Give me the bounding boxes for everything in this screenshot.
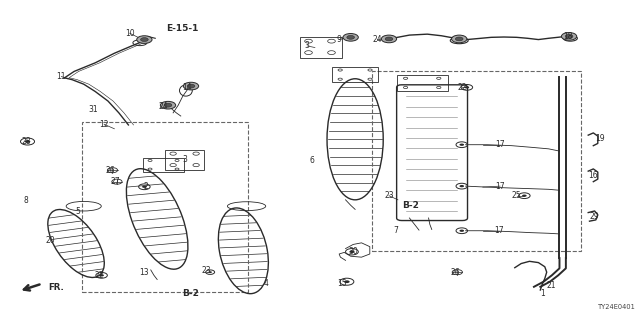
Circle shape xyxy=(141,38,148,42)
Text: TY24E0401: TY24E0401 xyxy=(598,304,636,310)
Text: 9: 9 xyxy=(337,35,342,44)
Text: 29: 29 xyxy=(590,212,600,221)
Text: 19: 19 xyxy=(595,134,605,143)
Circle shape xyxy=(452,35,467,43)
Text: B-2: B-2 xyxy=(182,289,200,298)
Circle shape xyxy=(343,34,358,41)
Text: 25: 25 xyxy=(512,191,522,200)
Text: 3: 3 xyxy=(182,155,187,164)
Text: 10: 10 xyxy=(125,29,134,38)
Circle shape xyxy=(209,271,212,273)
Circle shape xyxy=(460,229,464,232)
Text: 2: 2 xyxy=(144,182,148,191)
Text: 5: 5 xyxy=(75,207,80,216)
Bar xyxy=(332,67,378,82)
Text: 26: 26 xyxy=(451,268,460,277)
Text: 30: 30 xyxy=(348,247,358,256)
Text: 3: 3 xyxy=(305,41,310,51)
Text: 4: 4 xyxy=(263,279,268,288)
Bar xyxy=(143,158,184,172)
Text: 18: 18 xyxy=(563,32,573,41)
Text: 26: 26 xyxy=(106,166,115,175)
Text: 16: 16 xyxy=(589,171,598,180)
Text: 22: 22 xyxy=(95,271,104,280)
Text: 17: 17 xyxy=(494,226,504,235)
Text: FR.: FR. xyxy=(49,283,65,292)
Circle shape xyxy=(385,37,393,41)
Text: 27: 27 xyxy=(111,177,120,186)
Text: 22: 22 xyxy=(457,83,467,92)
Text: 7: 7 xyxy=(393,226,398,235)
Circle shape xyxy=(381,35,397,43)
Circle shape xyxy=(164,103,172,107)
Text: 14: 14 xyxy=(182,83,192,92)
Text: 12: 12 xyxy=(99,120,109,129)
Text: 15: 15 xyxy=(337,279,347,288)
Text: 1: 1 xyxy=(540,289,545,298)
Bar xyxy=(83,123,248,292)
Text: 23: 23 xyxy=(384,191,394,200)
Text: 6: 6 xyxy=(310,156,315,165)
Text: 17: 17 xyxy=(495,182,505,191)
Circle shape xyxy=(137,36,152,44)
Text: 24: 24 xyxy=(372,35,382,44)
Circle shape xyxy=(456,37,463,41)
Text: 20: 20 xyxy=(45,236,55,245)
Text: B-2: B-2 xyxy=(403,201,419,210)
Text: 23: 23 xyxy=(202,266,211,276)
Bar xyxy=(372,71,580,251)
Circle shape xyxy=(460,144,464,146)
Text: E-15-1: E-15-1 xyxy=(166,24,199,33)
Circle shape xyxy=(99,274,104,276)
Circle shape xyxy=(25,140,30,143)
Circle shape xyxy=(465,86,469,89)
Bar xyxy=(397,75,448,91)
Circle shape xyxy=(522,195,527,197)
Circle shape xyxy=(347,36,355,39)
Circle shape xyxy=(183,82,198,90)
Text: 28: 28 xyxy=(22,137,31,146)
Text: 8: 8 xyxy=(24,196,29,205)
Text: 13: 13 xyxy=(140,268,149,277)
Text: 17: 17 xyxy=(495,140,505,149)
Text: 11: 11 xyxy=(56,72,66,81)
Circle shape xyxy=(161,101,175,109)
Text: 24: 24 xyxy=(159,102,168,111)
Circle shape xyxy=(565,35,573,38)
Circle shape xyxy=(187,84,195,88)
Circle shape xyxy=(561,33,577,40)
Text: 31: 31 xyxy=(88,105,98,114)
Circle shape xyxy=(142,186,147,188)
Circle shape xyxy=(460,185,464,187)
Circle shape xyxy=(344,280,349,283)
Circle shape xyxy=(349,251,355,253)
Text: 21: 21 xyxy=(547,281,556,290)
